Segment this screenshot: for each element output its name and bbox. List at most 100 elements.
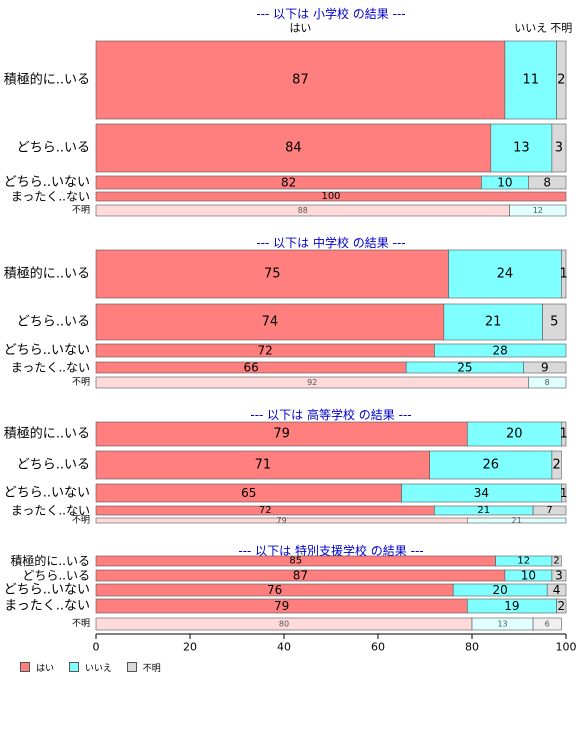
- bar-segment-no: [509, 204, 567, 217]
- data-label: 3: [555, 569, 563, 583]
- column-header-yes: はい: [289, 22, 311, 35]
- legend-label-unknown: 不明: [142, 664, 161, 674]
- data-label: 28: [493, 344, 508, 358]
- bar-segment-yes: [95, 191, 567, 202]
- bar-segment-yes: [95, 421, 468, 447]
- data-label: 100: [321, 191, 340, 202]
- data-label: 6: [545, 620, 550, 629]
- row-label: どちら..いる: [17, 141, 90, 156]
- legend-label-yes: はい: [36, 664, 55, 674]
- data-label: 71: [255, 458, 272, 473]
- data-label: 79: [273, 427, 290, 442]
- data-label: 87: [292, 73, 309, 88]
- data-label: 21: [485, 315, 502, 330]
- data-label: 13: [513, 141, 530, 156]
- data-label: 1: [560, 267, 568, 282]
- data-label: 9: [541, 361, 549, 375]
- x-tick-label: 0: [93, 641, 100, 654]
- column-header-unknown: 不明: [550, 22, 572, 35]
- data-label: 24: [497, 267, 514, 282]
- bar-segment-yes: [95, 303, 445, 341]
- data-label: 26: [483, 458, 500, 473]
- row-label: どちら..いない: [4, 343, 90, 358]
- bar-segment-unknown: [546, 583, 567, 597]
- row-label: どちら..いる: [17, 315, 90, 330]
- data-label: 85: [289, 556, 302, 567]
- data-label: 12: [533, 206, 543, 215]
- bar-segment-no: [429, 450, 553, 480]
- row-label: どちら..いる: [17, 458, 90, 473]
- row-label: どちら..いない: [4, 175, 90, 190]
- x-tick-label: 40: [277, 641, 291, 654]
- row-label: まったく..ない: [4, 599, 90, 614]
- data-label: 20: [506, 427, 523, 442]
- bar-segment-unknown: [523, 361, 567, 374]
- data-label: 76: [267, 583, 282, 597]
- data-label: 2: [552, 458, 560, 473]
- bar-segment-unknown: [560, 249, 567, 299]
- data-label: 65: [241, 486, 256, 500]
- column-header-no: いいえ: [514, 22, 547, 35]
- data-label: 79: [277, 516, 287, 525]
- bar-segment-unknown: [542, 303, 567, 341]
- data-label: 8: [543, 176, 551, 190]
- row-label: どちら..いる: [22, 569, 90, 583]
- row-label: まったく..ない: [11, 504, 90, 518]
- legend-swatch-unknown: [126, 662, 137, 672]
- bar-segment-yes: [95, 40, 506, 120]
- bar-segment-yes: [95, 249, 449, 299]
- row-label: 積極的に..いる: [4, 72, 90, 88]
- bar-segment-unknown: [532, 505, 567, 516]
- data-label: 75: [264, 267, 281, 282]
- bar-segment-no: [466, 517, 567, 524]
- data-label: 34: [474, 486, 489, 500]
- x-tick-label: 20: [183, 641, 197, 654]
- bar-segment-no: [434, 343, 567, 358]
- legend-item-yes: はい: [20, 661, 54, 674]
- bar-segment-unknown: [556, 598, 567, 614]
- data-label: 72: [259, 505, 272, 516]
- row-label: 不明: [72, 515, 90, 526]
- data-label: 19: [504, 599, 519, 613]
- data-label: 79: [274, 599, 289, 613]
- data-label: 7: [546, 505, 552, 516]
- data-label: 21: [477, 505, 490, 516]
- data-label: 92: [307, 378, 317, 387]
- data-label: 5: [550, 315, 558, 330]
- data-label: 80: [279, 620, 289, 629]
- data-label: 10: [521, 569, 536, 583]
- data-label: 84: [285, 141, 302, 156]
- row-label: 積極的に..いる: [4, 266, 90, 282]
- row-label: どちら..いない: [4, 583, 90, 598]
- data-label: 10: [497, 176, 512, 190]
- legend: はい いいえ 不明: [20, 661, 173, 674]
- bar-segment-yes: [95, 450, 431, 480]
- data-label: 72: [258, 344, 273, 358]
- data-label: 3: [555, 141, 563, 156]
- bar-segment-unknown: [560, 421, 567, 447]
- data-label: 25: [457, 361, 472, 375]
- data-label: 2: [557, 73, 565, 88]
- x-tick-label: 60: [371, 641, 385, 654]
- data-label: 12: [517, 556, 530, 567]
- panel-title: --- 以下は 特別支援学校 の結果 ---: [238, 543, 423, 558]
- bar-segment-unknown: [551, 123, 567, 173]
- data-label: 21: [512, 516, 522, 525]
- data-label: 4: [553, 583, 561, 597]
- legend-item-no: いいえ: [68, 661, 112, 674]
- legend-swatch-no: [68, 662, 79, 672]
- row-label: 不明: [72, 205, 90, 216]
- row-label: まったく..ない: [11, 361, 90, 375]
- bar-segment-no: [443, 303, 543, 341]
- bar-segment-no: [448, 249, 562, 299]
- bar-segment-unknown: [551, 569, 567, 582]
- data-label: 2: [557, 599, 565, 613]
- data-label: 1: [560, 486, 568, 500]
- bar-segment-unknown: [551, 450, 562, 480]
- bar-segment-unknown: [556, 40, 567, 120]
- data-label: 20: [493, 583, 508, 597]
- bar-segment-unknown: [560, 483, 567, 503]
- x-tick-label: 80: [465, 641, 479, 654]
- data-label: 1: [560, 427, 568, 442]
